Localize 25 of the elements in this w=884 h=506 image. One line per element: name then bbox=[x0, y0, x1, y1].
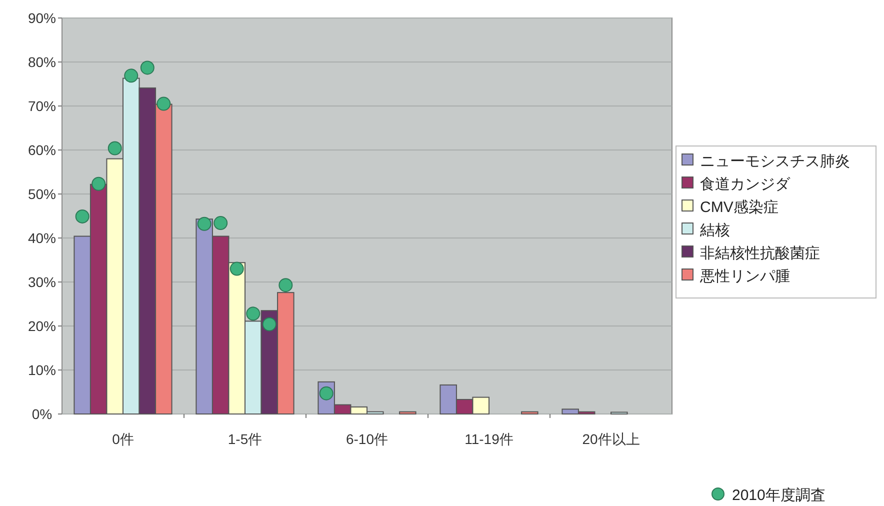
x-tick-label: 11-19件 bbox=[464, 431, 514, 447]
legend-label: 非結核性抗酸菌症 bbox=[700, 245, 820, 262]
legend-label: CMV感染症 bbox=[700, 199, 778, 216]
y-tick-label: 40% bbox=[28, 230, 56, 246]
y-tick-label: 20% bbox=[28, 318, 56, 334]
y-tick-label: 10% bbox=[28, 362, 56, 378]
legend-label: 結核 bbox=[699, 222, 730, 239]
y-tick-label: 30% bbox=[28, 274, 56, 290]
x-tick-label: 1-5件 bbox=[228, 431, 262, 447]
legend-scatter: 2010年度調査 bbox=[712, 487, 826, 504]
legend-label: 悪性リンパ腫 bbox=[699, 268, 790, 285]
y-tick-label: 60% bbox=[28, 142, 56, 158]
x-tick-label: 6-10件 bbox=[346, 431, 388, 447]
bar bbox=[399, 411, 416, 414]
bar bbox=[521, 411, 538, 414]
legend-label: ニューモシスチス肺炎 bbox=[700, 153, 850, 170]
y-tick-label: 0% bbox=[32, 406, 52, 422]
y-tick-label: 70% bbox=[28, 98, 56, 114]
legend-label: 食道カンジダ bbox=[700, 176, 791, 193]
y-tick-label: 50% bbox=[28, 186, 56, 202]
y-tick-label: 80% bbox=[28, 54, 56, 70]
legend-label: 2010年度調査 bbox=[732, 487, 826, 504]
x-tick-label: 20件以上 bbox=[582, 431, 640, 447]
x-tick-label: 0件 bbox=[112, 431, 134, 447]
y-tick-label: 90% bbox=[28, 10, 56, 26]
